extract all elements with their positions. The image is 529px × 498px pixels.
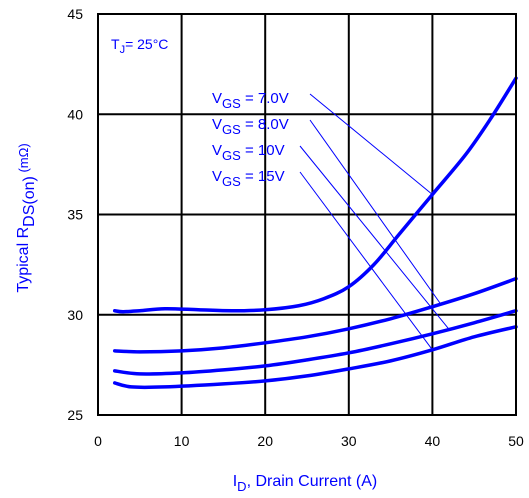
x-tick-label: 0 [94,433,102,449]
plot-frame [97,13,517,416]
series-lines [112,76,518,390]
x-tick-label: 50 [508,433,524,449]
y-tick-label: 35 [67,207,83,223]
leader-line [309,119,442,305]
series-line [112,325,518,390]
x-tick-labels: 0 10 20 30 40 50 [94,433,524,449]
series-label: VGS = 10V [212,142,285,163]
series-line [112,76,518,314]
leader-lines [299,93,450,351]
leader-line [299,171,433,351]
y-tick-label: 40 [67,106,83,122]
x-axis-title: ID, Drain Current (A) [233,473,378,494]
x-tick-label: 30 [341,433,357,449]
x-tick-label: 40 [425,433,441,449]
y-tick-label: 30 [67,307,83,323]
condition-label: TJ= 25°C [111,36,168,56]
series-label: VGS = 15V [212,168,285,189]
y-tick-label: 25 [67,407,83,423]
series-labels: VGS = 7.0V VGS = 8.0V VGS = 10V VGS = 15V [212,90,289,189]
y-tick-label: 45 [67,6,83,22]
y-tick-labels: 25 30 35 40 45 [67,6,83,423]
grid [98,14,516,415]
leader-line [309,93,433,195]
series-line [112,276,518,354]
leader-line [299,145,450,330]
series-label: VGS = 8.0V [212,116,289,137]
series-line [112,308,518,376]
series-label: VGS = 7.0V [212,90,289,111]
x-tick-label: 10 [174,433,190,449]
x-tick-label: 20 [257,433,273,449]
y-axis-title: Typical RDS(on) (mΩ) [15,143,38,292]
